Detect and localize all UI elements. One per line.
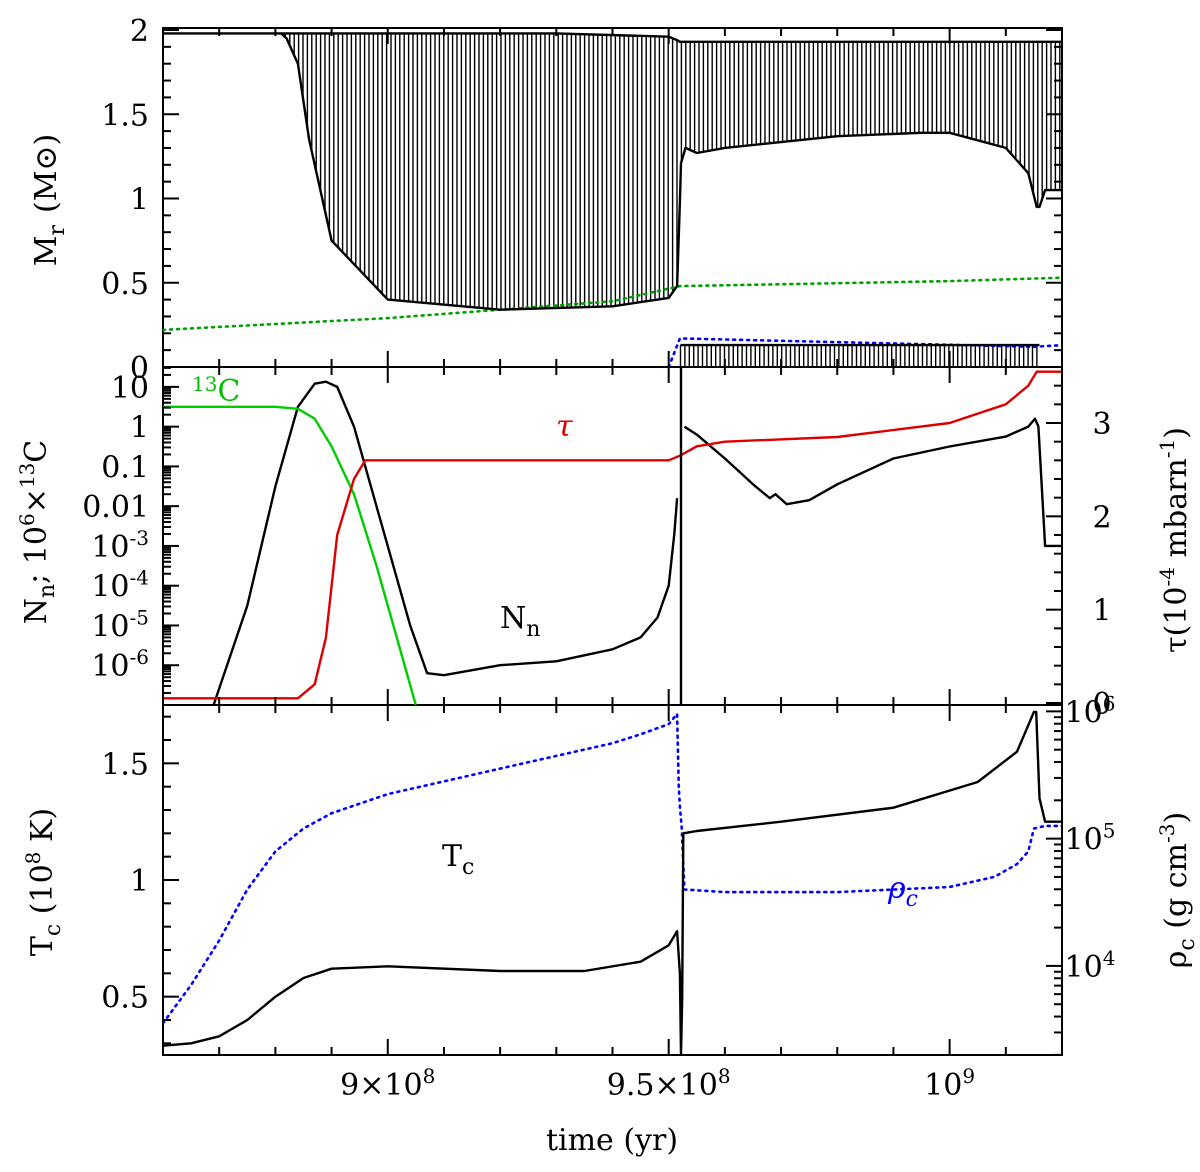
middle-ylabel-right: τ(10-4 mbarn-1) (1155, 427, 1194, 653)
y-tick-label: 2 (130, 14, 149, 49)
top-axis-ticks: 0 0.5 1 1.5 2 (101, 14, 1063, 386)
nn-line (212, 380, 679, 705)
top-ylabel-sub: r (45, 225, 70, 236)
tc-line (163, 710, 1062, 1055)
x-tick-label: 9.5×108 (607, 1064, 731, 1103)
y-right-tick-label: 0 (1092, 687, 1111, 722)
y-right-tick-label: 3 (1092, 407, 1111, 442)
y-tick-label: 1 (130, 864, 149, 899)
annotation-rhoc: ρc (887, 871, 918, 912)
y-right-tick-label: 106 (1065, 691, 1116, 730)
top-ylabel-unit: (M⊙) (29, 134, 64, 213)
y-right-tick-label: 104 (1065, 946, 1116, 985)
middle-axis-ticks: 10-610-510-410-30.01 0.1 1 10 0 1 2 3 (82, 366, 1112, 722)
convective-boundary-line (163, 32, 1062, 311)
y-tick-label: 1.5 (101, 98, 149, 133)
envelope-surface-line (281, 32, 1062, 43)
he-free-core-line (667, 337, 1062, 367)
tau-line (163, 370, 1062, 700)
annotation-tc: Tc (442, 839, 474, 880)
y-tick-label: 10-5 (91, 605, 149, 644)
y-right-tick-label: 105 (1065, 819, 1116, 858)
top-ylabel: Mr (M⊙) (29, 134, 70, 267)
y-right-tick-label: 1 (1092, 594, 1111, 629)
y-right-tick-label: 2 (1092, 500, 1111, 535)
bottom-axis-ticks: 0.5 1 1.5 104 105 106 9×108 9.5×108 109 (101, 691, 1115, 1103)
y-tick-label: 1 (130, 411, 149, 446)
y-tick-label: 0.1 (101, 450, 149, 485)
middle-ylabel: Nn; 106×13C (15, 440, 60, 625)
y-tick-label: 0.5 (101, 981, 149, 1016)
annotation-nn: Nn (500, 601, 540, 642)
bottom-series-group (163, 710, 1062, 1055)
bottom-ylabel-right: ρc (g cm-3) (1155, 812, 1200, 968)
y-tick-label: 0.5 (101, 267, 149, 302)
bottom-panel-frame (162, 704, 1063, 1056)
y-tick-label: 1.5 (101, 747, 149, 782)
y-tick-label: 10 (111, 371, 149, 406)
rho-c-line (163, 712, 1062, 1025)
annotation-tau: τ (556, 409, 573, 444)
bottom-ylabel: Tc (108 K) (21, 808, 66, 956)
nn-line (683, 417, 1062, 548)
x-tick-label: 109 (924, 1064, 975, 1103)
h-free-core-line (163, 276, 1062, 332)
x-tick-label: 9×108 (340, 1064, 435, 1103)
y-tick-label: 1 (130, 183, 149, 218)
middle-series-group (163, 367, 1062, 705)
c13-line (163, 405, 417, 705)
y-tick-label: 10-4 (91, 566, 149, 605)
y-tick-label: 10-6 (91, 645, 149, 684)
annotation-13c: 13C (192, 372, 240, 409)
y-tick-label: 10-3 (91, 526, 149, 565)
x-axis-title: time (yr) (546, 1123, 678, 1158)
middle-panel-frame (162, 366, 1063, 706)
top-series-group (163, 32, 1062, 367)
top-ylabel-main: M (29, 236, 64, 267)
y-tick-label: 0 (130, 351, 149, 386)
y-tick-label: 0.01 (82, 490, 149, 525)
